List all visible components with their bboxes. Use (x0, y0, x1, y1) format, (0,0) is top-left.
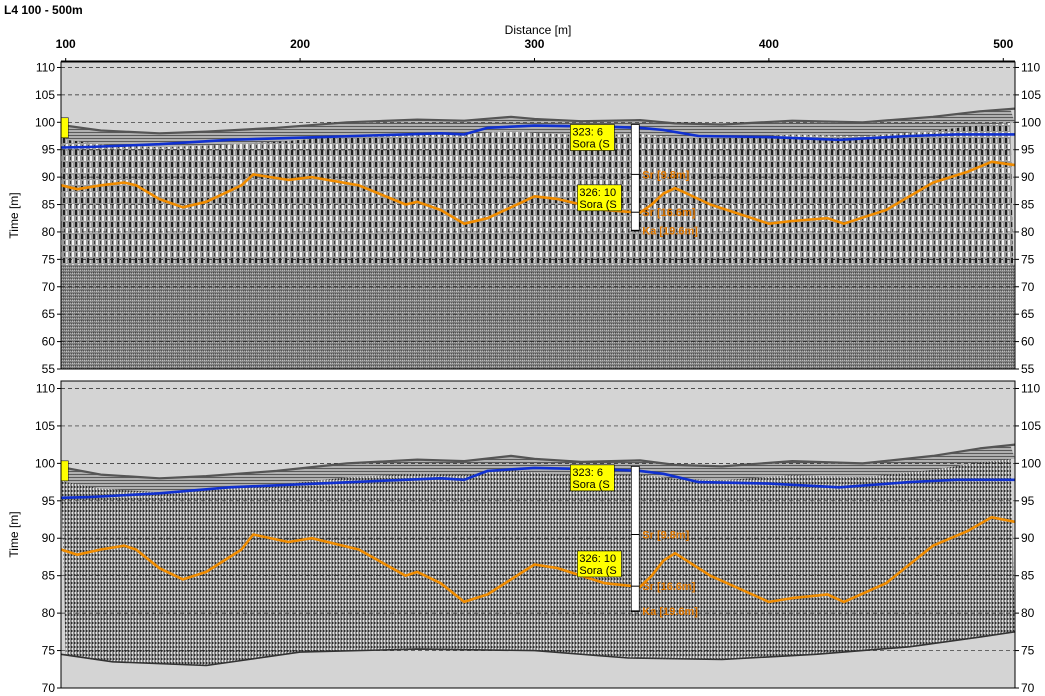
y-tick-label: 105 (35, 88, 55, 102)
x-axis-label: Distance [m] (505, 23, 572, 37)
annotation-label: 323: 6 (572, 127, 603, 139)
y-tick-label: 100 (35, 456, 55, 470)
y-tick-label: 110 (36, 381, 55, 395)
y-tick-label-right: 70 (1021, 280, 1035, 294)
radargram-deep-fill (61, 264, 1015, 369)
y-tick-label: 80 (42, 606, 56, 620)
annotation-box (570, 464, 615, 492)
annotation-label: Sora (S (572, 139, 609, 151)
annotation-box (570, 124, 615, 151)
borehole-layer-label: Sr [16.6m] (642, 207, 696, 219)
y-tick-label-right: 75 (1021, 252, 1035, 266)
y-tick-label: 95 (42, 494, 56, 508)
borehole-column (630, 124, 640, 232)
annotation-label: 326: 10 (579, 187, 616, 199)
y-tick-label: 85 (42, 569, 56, 583)
y-tick-label: 90 (42, 170, 56, 184)
y-axis-label: Time [m] (7, 192, 21, 238)
borehole-layer-label: Sr [9.8m] (642, 169, 689, 181)
edge-marker (61, 117, 69, 139)
y-tick-label-right: 100 (1021, 115, 1041, 129)
y-tick-label-right: 95 (1021, 494, 1035, 508)
y-tick-label-right: 100 (1021, 456, 1041, 470)
y-tick-label-right: 110 (1021, 381, 1040, 395)
y-tick-label: 75 (42, 252, 56, 266)
x-tick-label: 100 (56, 37, 76, 51)
borehole-layer-label: Sr [16.6m] (642, 581, 696, 593)
x-tick-label: 400 (759, 37, 779, 51)
y-tick-label: 70 (42, 681, 56, 695)
y-tick-label: 105 (35, 419, 55, 433)
y-tick-label-right: 60 (1021, 335, 1035, 349)
annotation-box (577, 184, 622, 212)
y-tick-label: 100 (35, 115, 55, 129)
annotation-label: 326: 10 (579, 553, 616, 565)
y-tick-label: 60 (42, 335, 56, 349)
radargram-fill (61, 445, 1015, 666)
annotation-box (577, 550, 622, 578)
annotation-label: Sora (S (579, 199, 616, 211)
x-tick-label: 500 (993, 37, 1013, 51)
y-tick-label: 85 (42, 198, 56, 212)
y-tick-label: 110 (36, 60, 55, 74)
y-tick-label-right: 75 (1021, 644, 1035, 658)
y-tick-label-right: 95 (1021, 143, 1035, 157)
y-tick-label-right: 80 (1021, 606, 1035, 620)
annotation-label: Sora (S (579, 565, 616, 577)
y-axis-label: Time [m] (7, 511, 21, 557)
surface-line (61, 443, 1015, 480)
edge-marker (61, 460, 69, 482)
borehole-layer-label: Ka [19.6m] (642, 225, 698, 237)
y-tick-label: 75 (42, 644, 56, 658)
y-tick-label-right: 65 (1021, 307, 1035, 321)
x-tick-label: 300 (524, 37, 544, 51)
y-tick-label-right: 105 (1021, 88, 1041, 102)
y-tick-label: 65 (42, 307, 56, 321)
borehole-column (630, 465, 640, 613)
surface-line (61, 107, 1015, 135)
deep-boundary-line (61, 631, 1015, 667)
annotation-label: 323: 6 (572, 467, 603, 479)
annotation-label: Sora (S (572, 479, 609, 491)
plot-frame (60, 61, 1016, 370)
plot-area-0: Sr [9.8m]Sr [16.6m]Ka [19.6m]323: 6Sora … (61, 62, 1015, 369)
borehole-layer-label: Ka [19.6m] (642, 606, 698, 618)
y-tick-label-right: 110 (1021, 60, 1040, 74)
plot-frame (60, 380, 1016, 689)
y-tick-label: 80 (42, 225, 56, 239)
y-tick-label-right: 90 (1021, 170, 1035, 184)
plot-area-1: Sr [9.8m]Sr [16.6m]Ka [19.6m]323: 6Sora … (61, 381, 1015, 688)
y-tick-label-right: 85 (1021, 569, 1035, 583)
borehole-layer-label: Sr [9.8m] (642, 530, 689, 542)
y-tick-label-right: 90 (1021, 531, 1035, 545)
x-tick-label: 200 (290, 37, 310, 51)
y-tick-label-right: 55 (1021, 362, 1035, 376)
series-line-2 (61, 516, 1015, 604)
y-tick-label: 70 (42, 280, 56, 294)
y-tick-label: 55 (42, 362, 56, 376)
y-tick-label: 90 (42, 531, 56, 545)
series-line-2 (61, 160, 1015, 225)
series-line-1 (61, 466, 1015, 500)
y-tick-label-right: 80 (1021, 225, 1035, 239)
y-tick-label: 95 (42, 143, 56, 157)
y-tick-label-right: 105 (1021, 419, 1041, 433)
chart-title: L4 100 - 500m (4, 3, 83, 17)
y-tick-label-right: 70 (1021, 681, 1035, 695)
series-line-1 (61, 124, 1015, 149)
y-tick-label-right: 85 (1021, 198, 1035, 212)
